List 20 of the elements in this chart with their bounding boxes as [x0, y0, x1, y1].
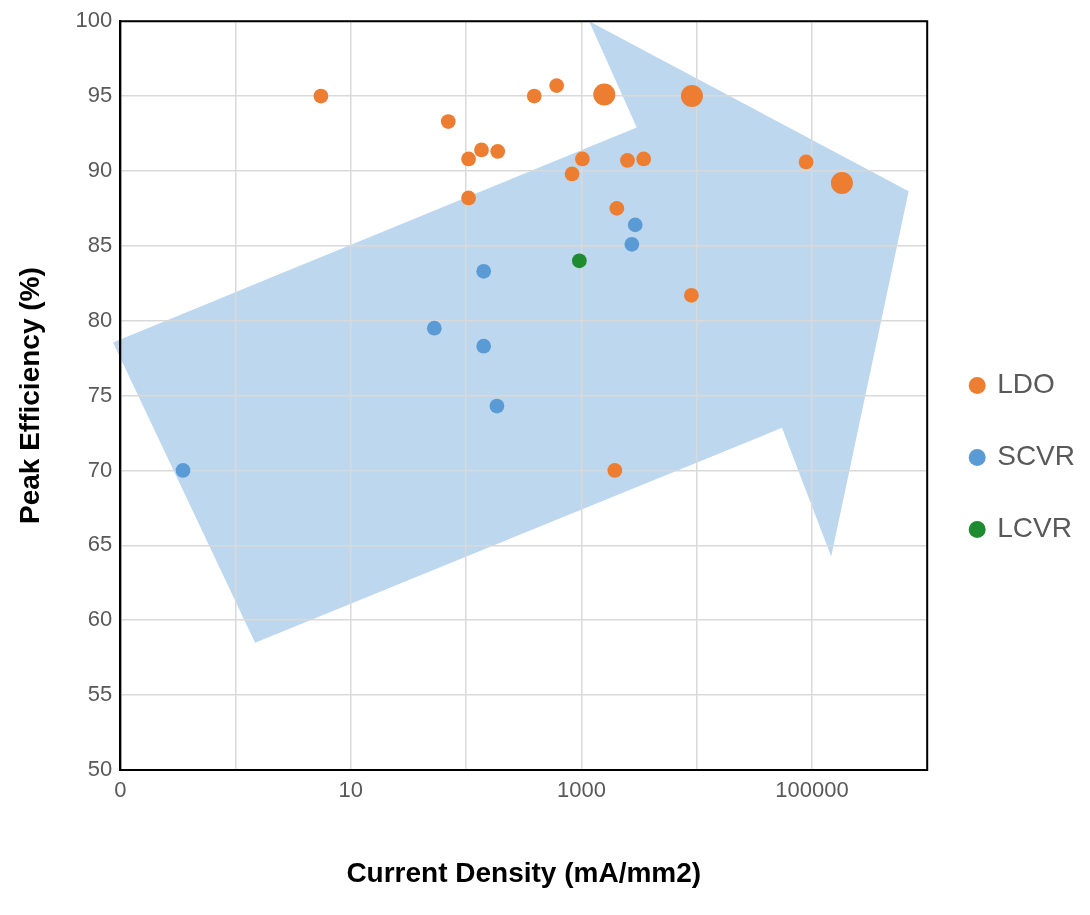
legend-label: LDO [997, 368, 1055, 400]
y-tick-label: 90 [87, 157, 113, 183]
y-tick-label: 55 [87, 681, 113, 707]
y-tick-label: 85 [87, 231, 113, 257]
x-tick-label: 1000 [556, 777, 606, 803]
y-tick-label: 100 [75, 7, 113, 33]
x-tick-label: 0 [114, 777, 127, 803]
y-tick-label: 65 [87, 531, 113, 557]
legend-label: SCVR [997, 440, 1075, 472]
x-tick-label: 100000 [775, 777, 849, 803]
x-axis-title: Current Density (mA/mm2) [346, 856, 702, 888]
y-tick-label: 70 [87, 456, 113, 482]
y-tick-label: 50 [87, 756, 113, 782]
x-tick-label: 10 [338, 777, 364, 803]
y-tick-label: 95 [87, 82, 113, 108]
legend-label: LCVR [997, 512, 1072, 544]
y-tick-label: 80 [87, 306, 113, 332]
y-tick-label: 75 [87, 381, 113, 407]
y-tick-label: 60 [87, 606, 113, 632]
y-axis-title: Peak Efficiency (%) [13, 267, 45, 524]
